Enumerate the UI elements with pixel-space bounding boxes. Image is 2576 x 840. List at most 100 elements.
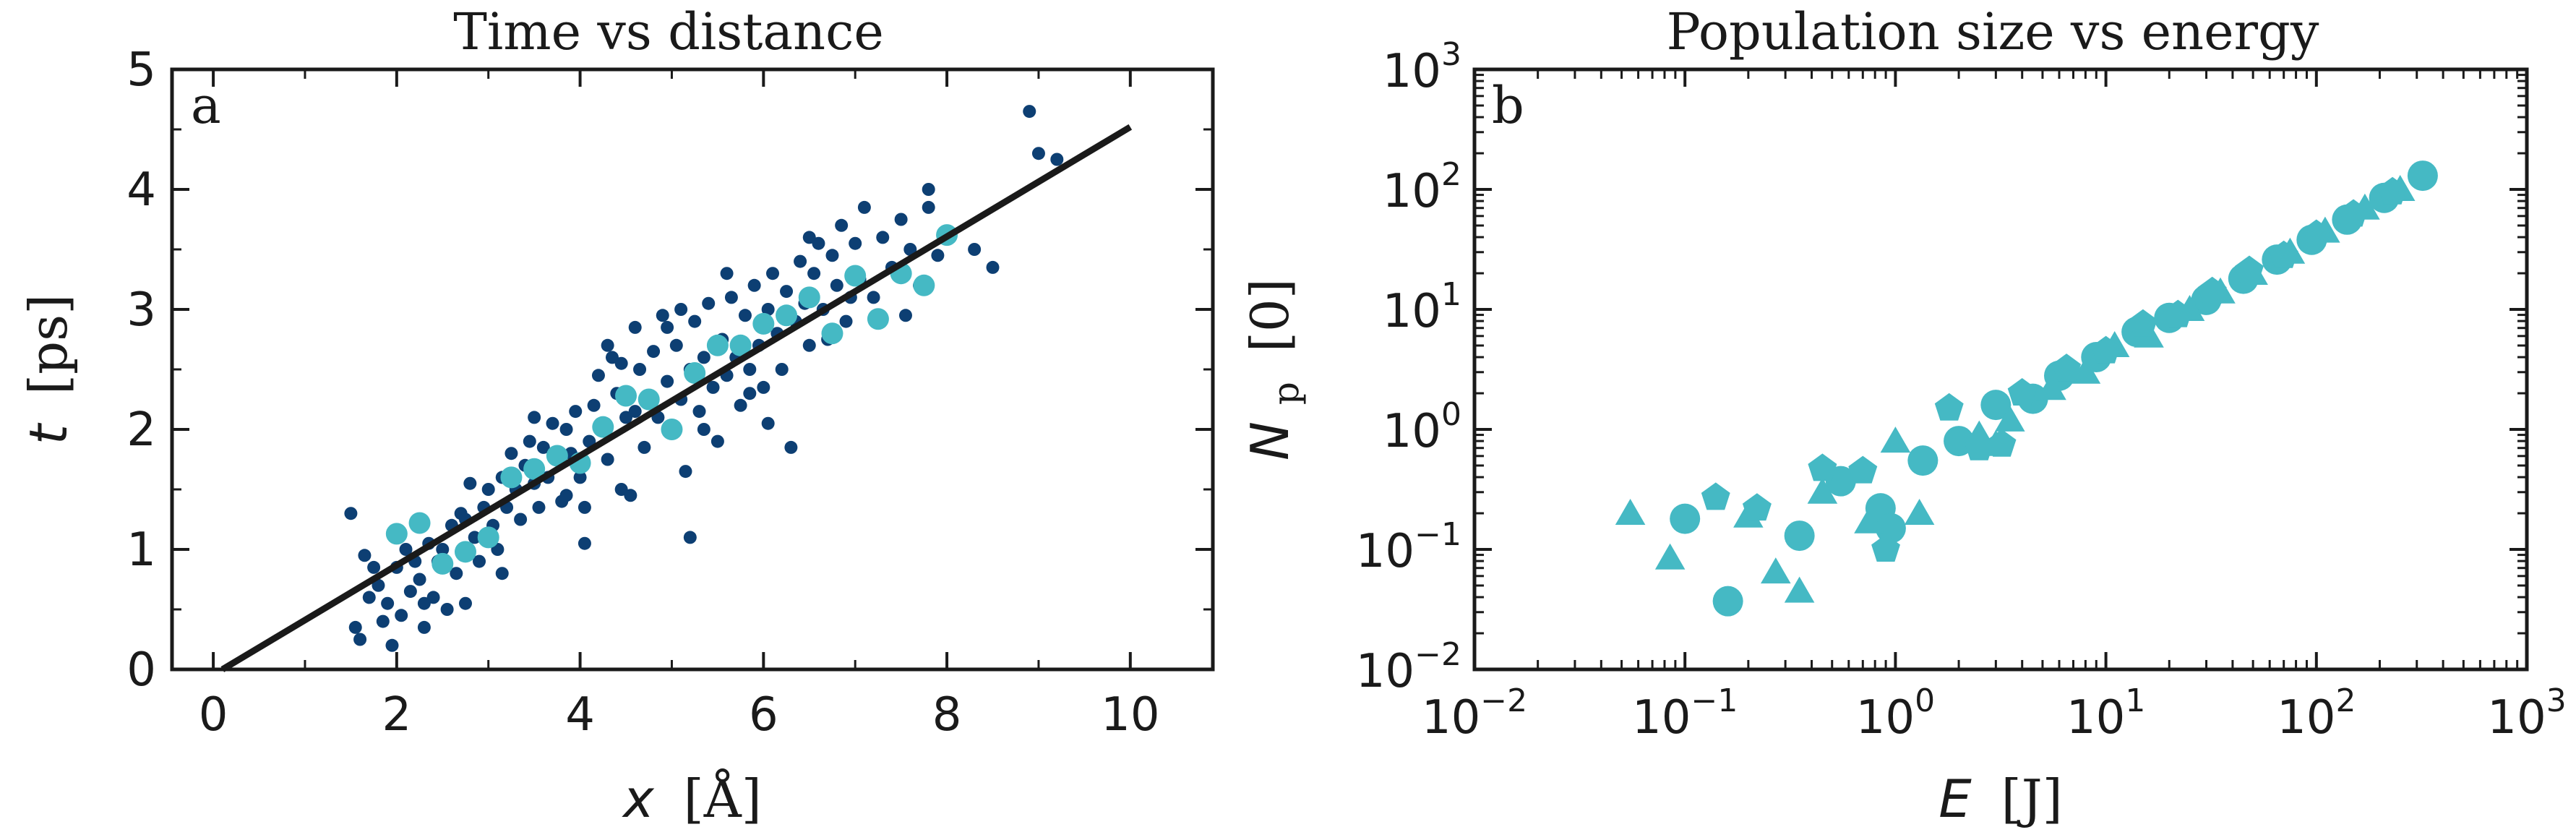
data-point-small	[656, 309, 669, 322]
data-point-pentagon	[2197, 276, 2227, 304]
data-point-small	[628, 320, 642, 334]
data-point-small	[738, 309, 752, 322]
data-point-small	[573, 471, 587, 484]
data-point-small	[835, 218, 849, 232]
data-point-small	[605, 351, 619, 364]
data-point-small	[559, 489, 573, 502]
y-tick-label: 5	[126, 43, 156, 97]
data-point-triangle	[1880, 427, 1911, 453]
data-point-triangle	[1784, 576, 1815, 603]
data-point-triangle	[2070, 357, 2101, 384]
data-point-circle	[2407, 160, 2438, 192]
chart-title-b: Population size vs energy	[1667, 2, 2319, 61]
scatter-points-b	[1615, 160, 2438, 617]
data-point-small	[669, 338, 683, 352]
x-tick-label: 4	[565, 688, 595, 742]
y-tick-label: 103	[1383, 36, 1461, 98]
data-point-large	[592, 416, 614, 438]
data-point-small	[436, 543, 450, 556]
data-point-small	[761, 303, 775, 316]
data-point-small	[569, 405, 583, 419]
y-tick-label: 102	[1383, 156, 1461, 218]
plot-frame-b	[1472, 67, 2529, 672]
data-point-small	[922, 200, 935, 214]
data-point-small	[679, 465, 692, 479]
x-axis-unit-a: [Å]	[684, 768, 762, 829]
data-point-small	[849, 236, 862, 250]
data-point-pentagon	[1965, 432, 1994, 460]
data-point-small	[376, 614, 390, 628]
data-point-pentagon	[2378, 176, 2408, 205]
data-point-small	[747, 278, 761, 292]
data-point-small	[780, 285, 794, 299]
data-point-large	[821, 322, 843, 345]
data-point-pentagon	[2301, 219, 2331, 247]
data-point-small	[710, 434, 724, 448]
data-point-small	[931, 249, 945, 262]
data-point-pentagon	[2163, 299, 2193, 327]
data-point-pentagon	[2235, 255, 2264, 283]
x-axis-label-a: x [Å]	[622, 768, 762, 829]
data-point-large	[661, 419, 683, 440]
data-point-small	[578, 536, 591, 550]
data-point-circle	[1944, 426, 1975, 457]
data-point-small	[688, 314, 702, 328]
data-point-pentagon	[2007, 378, 2037, 406]
y-tick-label: 10−2	[1356, 636, 1461, 698]
data-point-small	[825, 249, 839, 262]
x-tick-label: 10−2	[1422, 682, 1527, 745]
data-point-circle	[1907, 445, 1939, 476]
data-point-large	[913, 274, 935, 296]
data-point-large	[546, 445, 568, 467]
x-tick-label: 10−1	[1632, 682, 1738, 745]
data-point-small	[417, 596, 431, 610]
data-point-large	[523, 458, 546, 480]
data-point-small	[532, 500, 546, 514]
data-point-pentagon	[2339, 199, 2368, 227]
data-point-large	[798, 286, 820, 309]
data-point-small	[367, 560, 381, 574]
x-tick-label: 103	[2487, 682, 2566, 745]
data-point-pentagon	[1701, 482, 1730, 510]
data-point-small	[385, 638, 399, 652]
data-point-pentagon	[1808, 453, 1837, 481]
data-point-pentagon	[1934, 393, 1964, 421]
data-point-small	[743, 387, 757, 400]
data-point-small	[372, 578, 385, 592]
data-point-large	[432, 552, 454, 575]
data-point-large	[867, 308, 889, 330]
y-tick-label: 3	[126, 283, 156, 337]
data-point-small	[403, 585, 417, 599]
data-point-small	[578, 500, 591, 514]
data-point-small	[536, 440, 550, 454]
y-axis-unit-b: [0]	[1240, 278, 1300, 352]
data-point-small	[413, 573, 426, 586]
y-axis-subscript-b: p	[1265, 382, 1307, 405]
x-axis-symbol-b: E	[1939, 768, 1972, 829]
x-tick-label: 8	[932, 688, 962, 742]
data-point-small	[417, 620, 431, 634]
chart-panel-a: Time vs distance 0 2 4 6 8 10 0 1 2 3 4 5 a x [Å] t…	[18, 2, 1215, 829]
chart-title-a: Time vs distance	[453, 2, 884, 61]
data-point-circle	[1980, 390, 2012, 421]
data-point-pentagon	[2052, 353, 2082, 382]
x-tick-label: 101	[2066, 682, 2145, 745]
data-point-small	[802, 231, 816, 244]
data-point-small	[812, 236, 825, 250]
data-point-small	[463, 476, 477, 490]
data-point-small	[624, 489, 637, 502]
data-point-small	[683, 531, 697, 544]
data-point-small	[968, 243, 982, 256]
data-point-small	[591, 369, 605, 382]
chart-panel-b: Population size vs energy 10−2 10−1 100 101…	[1240, 2, 2567, 829]
data-point-small	[381, 596, 395, 610]
x-tick-label: 6	[749, 688, 778, 742]
y-axis-label-a: t [ps]	[18, 294, 79, 445]
data-point-triangle	[1995, 405, 2025, 432]
data-point-pentagon	[1742, 493, 1772, 521]
data-point-large	[706, 334, 729, 356]
data-point-small	[637, 440, 651, 454]
data-point-pentagon	[1871, 534, 1900, 562]
y-tick-label: 101	[1383, 276, 1461, 338]
